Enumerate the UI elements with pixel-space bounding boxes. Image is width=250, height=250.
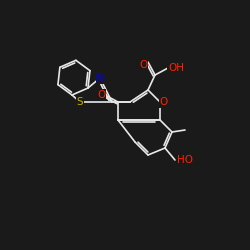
Text: OH: OH [168,63,184,73]
Text: S: S [77,97,83,107]
Text: HO: HO [177,155,193,165]
Text: O: O [97,90,105,100]
Text: N: N [96,73,104,83]
Text: O: O [160,97,168,107]
Text: O: O [139,60,147,70]
